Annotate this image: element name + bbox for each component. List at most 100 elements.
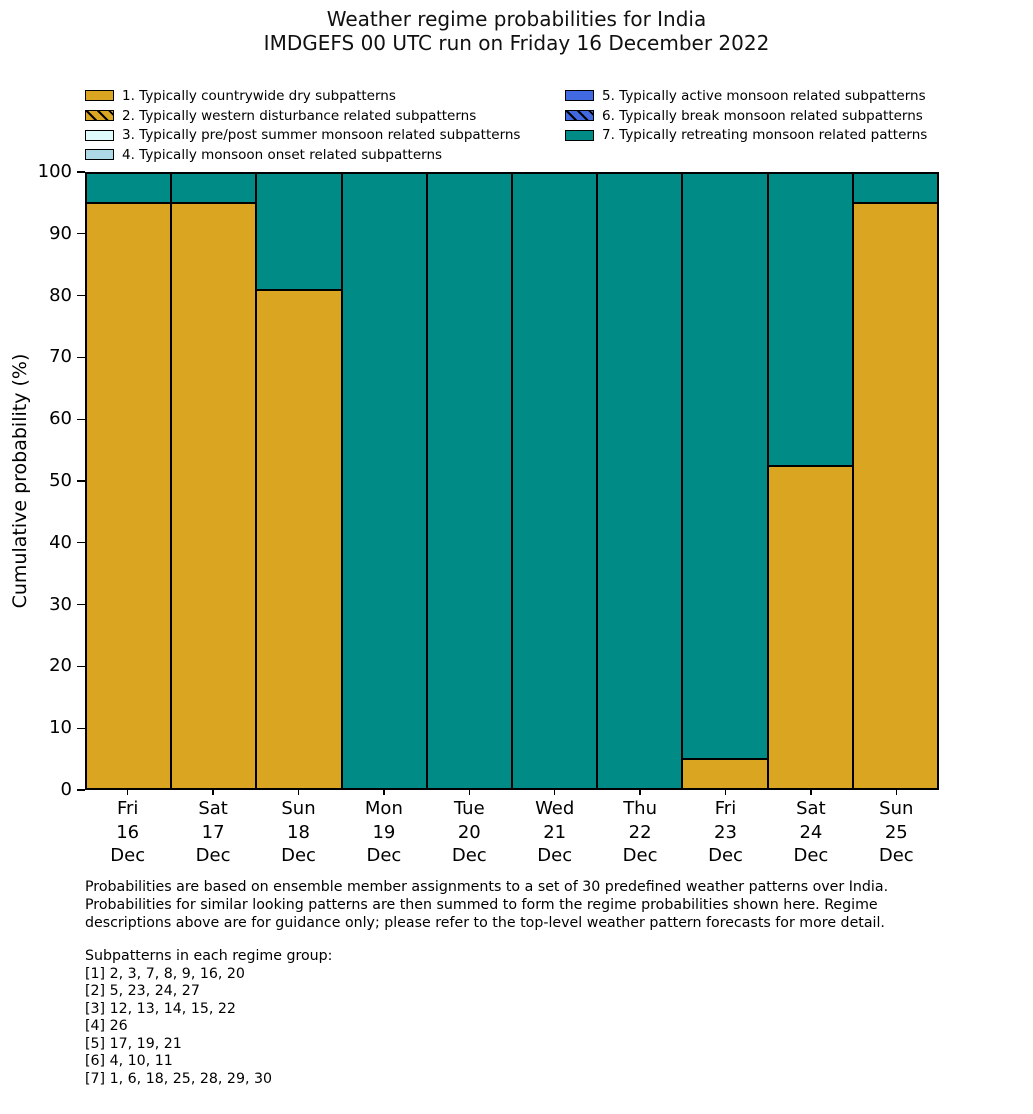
subpattern-lines: [1] 2, 3, 7, 8, 9, 16, 20 [2] 5, 23, 24, … <box>85 966 332 1089</box>
bar-segment <box>171 173 257 203</box>
chart-title-line2: IMDGEFS 00 UTC run on Friday 16 December… <box>263 31 770 55</box>
bar-segment <box>426 173 512 789</box>
legend-swatch-icon <box>85 149 114 161</box>
x-tick-label-line: Fri <box>714 798 737 819</box>
subpattern-line: [5] 17, 19, 21 <box>85 1035 182 1052</box>
x-tick-label: Sat 17 Dec <box>158 797 268 868</box>
x-tick-label-line: Dec <box>451 845 487 866</box>
bar-segment <box>767 173 853 467</box>
legend-item: 1. Typically countrywide dry subpatterns <box>85 86 520 106</box>
y-tick-mark <box>77 171 85 173</box>
legend-swatch-icon <box>565 110 594 122</box>
legend-item: 7. Typically retreating monsoon related … <box>565 125 927 145</box>
x-tick-mark <box>724 790 727 795</box>
bar-fri-16 <box>86 173 172 789</box>
footer-note: Probabilities are based on ensemble memb… <box>85 879 888 932</box>
legend-item-label: 7. Typically retreating monsoon related … <box>602 127 928 144</box>
y-tick-label: 90 <box>49 222 72 244</box>
y-tick-label: 70 <box>49 346 72 368</box>
bar-segment <box>341 173 427 789</box>
x-tick-label: Tue 20 Dec <box>414 797 524 868</box>
x-tick-label-line: Fri <box>116 798 139 819</box>
bar-segment <box>682 759 768 789</box>
bar-segment <box>512 173 598 789</box>
x-tick-label-line: Sat <box>198 798 228 819</box>
legend-item: 5. Typically active monsoon related subp… <box>565 86 927 106</box>
x-tick-label-line: 24 <box>799 821 823 843</box>
x-tick-mark <box>383 790 385 795</box>
bar-mon-19 <box>341 173 427 789</box>
x-tick-label-line: 19 <box>372 821 396 843</box>
legend-swatch-icon <box>85 129 114 141</box>
legend-item-label: 6. Typically break monsoon related subpa… <box>602 107 923 124</box>
x-tick-label-line: 22 <box>628 821 652 843</box>
legend-column-left: 1. Typically countrywide dry subpatterns… <box>85 86 520 165</box>
bar-segment <box>86 202 172 789</box>
x-tick-label: Sat 24 Dec <box>756 797 866 868</box>
bar-segment <box>256 290 342 789</box>
x-tick-mark <box>639 790 641 795</box>
legend-item: 6. Typically break monsoon related subpa… <box>565 106 927 126</box>
y-tick-mark <box>77 542 85 544</box>
subpattern-line: [7] 1, 6, 18, 25, 28, 29, 30 <box>85 1070 273 1087</box>
legend-column-right: 5. Typically active monsoon related subp… <box>565 86 927 145</box>
x-tick-mark <box>554 790 556 795</box>
bar-segment <box>767 466 853 789</box>
x-tick-label-line: 20 <box>457 821 481 843</box>
x-tick-label: Sun 18 Dec <box>244 797 354 868</box>
x-tick-label: Mon 19 Dec <box>329 797 439 868</box>
x-tick-label-line: Dec <box>537 845 573 866</box>
legend-item-label: 2. Typically western disturbance related… <box>122 107 477 124</box>
x-tick-label-line: Sat <box>796 798 826 819</box>
bar-tue-20 <box>426 173 512 789</box>
y-tick-mark <box>77 294 85 297</box>
bar-segment <box>852 202 938 789</box>
legend-swatch-icon <box>85 90 114 102</box>
subpatterns-block: Subpatterns in each regime group: [1] 2,… <box>85 948 332 1088</box>
subpattern-line: [2] 5, 23, 24, 27 <box>85 983 200 999</box>
bar-sat-24 <box>767 173 853 789</box>
y-tick-label: 30 <box>49 593 72 615</box>
x-tick-mark <box>212 790 214 795</box>
x-tick-label-line: 16 <box>116 821 140 843</box>
x-tick-label-line: Mon <box>364 798 403 819</box>
footer-line: Probabilities are based on ensemble memb… <box>85 879 889 895</box>
x-tick-label-line: Dec <box>366 845 402 866</box>
bar-segment <box>597 173 683 789</box>
x-tick-mark <box>810 790 812 795</box>
y-tick-label: 10 <box>49 717 72 739</box>
x-tick-label-line: Wed <box>535 798 575 819</box>
x-tick-label-line: Dec <box>878 845 914 866</box>
x-tick-label-line: Dec <box>622 845 658 866</box>
subpattern-line: [4] 26 <box>85 1018 128 1034</box>
x-tick-label: Fri 23 Dec <box>671 797 781 868</box>
y-tick-label: 80 <box>49 284 72 306</box>
subpattern-line: [6] 4, 10, 11 <box>85 1053 173 1069</box>
subpatterns-heading: Subpatterns in each regime group: <box>85 948 333 964</box>
legend-swatch-icon <box>85 110 114 122</box>
x-tick-label-line: 18 <box>287 821 310 843</box>
legend-item: 4. Typically monsoon onset related subpa… <box>85 145 520 165</box>
x-tick-label-line: Dec <box>708 845 743 866</box>
x-tick-mark <box>468 790 470 795</box>
x-tick-label-line: 21 <box>543 821 567 843</box>
y-tick-mark <box>77 727 85 729</box>
legend-item-label: 5. Typically active monsoon related subp… <box>602 87 926 104</box>
bar-sun-25 <box>852 173 938 789</box>
legend-item: 2. Typically western disturbance related… <box>85 106 520 126</box>
x-tick-label-line: Dec <box>793 845 829 866</box>
legend-item-label: 4. Typically monsoon onset related subpa… <box>122 146 443 163</box>
x-tick-label-line: Dec <box>110 845 146 866</box>
x-tick-label-line: Thu <box>623 798 657 819</box>
y-tick-label: 0 <box>60 779 72 800</box>
bar-segment <box>256 173 342 291</box>
x-tick-mark <box>297 790 300 795</box>
x-tick-label-line: Sun <box>281 798 316 819</box>
bar-segment <box>86 173 172 203</box>
bar-sat-17 <box>171 173 257 789</box>
y-tick-mark <box>77 356 85 359</box>
y-tick-label: 60 <box>49 408 72 430</box>
legend-item: 3. Typically pre/post summer monsoon rel… <box>85 125 520 145</box>
y-tick-mark <box>77 233 85 235</box>
